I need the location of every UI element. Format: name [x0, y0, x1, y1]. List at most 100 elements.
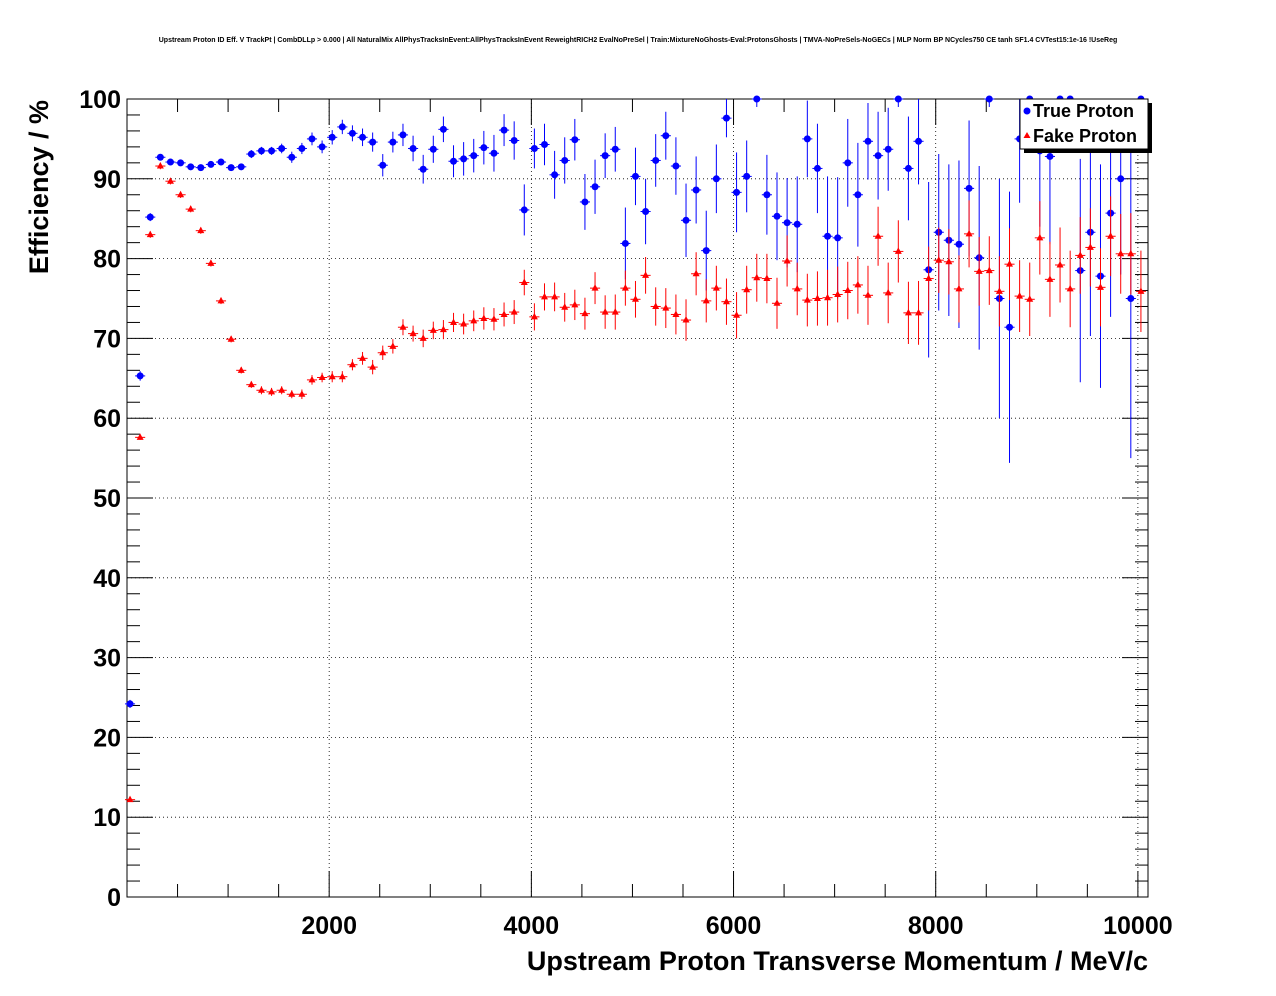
- fake-proton-point: [813, 294, 821, 301]
- fake-proton-point: [874, 232, 882, 239]
- true-proton-point: [915, 137, 923, 145]
- fake-proton-point: [1006, 260, 1014, 267]
- fake-proton-point: [217, 296, 225, 304]
- fake-proton-point: [308, 375, 316, 383]
- fake-proton-point: [682, 316, 690, 323]
- true-proton-point: [348, 129, 356, 137]
- fake-proton-point: [915, 308, 923, 316]
- fake-proton-point: [611, 308, 619, 315]
- fake-proton-point: [672, 310, 680, 317]
- fake-proton-point: [1107, 232, 1115, 239]
- fake-proton-point: [621, 284, 629, 291]
- true-proton-point: [753, 95, 761, 103]
- fake-proton-point: [642, 271, 650, 278]
- fake-proton-point: [146, 230, 154, 238]
- true-proton-point: [1006, 323, 1014, 331]
- true-proton-point: [601, 152, 609, 160]
- true-proton-point: [864, 137, 872, 145]
- legend-label-true-proton: True Proton: [1033, 101, 1134, 121]
- fake-proton-point: [197, 226, 205, 234]
- true-proton-point: [308, 135, 316, 143]
- fake-proton-point: [884, 288, 892, 296]
- true-proton-point: [460, 155, 468, 163]
- fake-proton-point: [379, 348, 387, 356]
- y-tick-label: 30: [93, 645, 121, 673]
- true-proton-point: [480, 144, 488, 152]
- true-proton-point: [429, 145, 437, 153]
- fake-proton-point: [763, 274, 771, 282]
- x-tick-label: 6000: [706, 912, 762, 940]
- true-proton-point: [773, 212, 781, 220]
- true-proton-point: [642, 208, 650, 216]
- y-tick-label: 0: [107, 884, 121, 912]
- true-proton-point: [530, 144, 538, 152]
- true-proton-point: [824, 232, 832, 240]
- true-proton-point: [581, 198, 589, 206]
- fake-proton-point: [1066, 284, 1074, 292]
- true-proton-point: [672, 162, 680, 170]
- fake-proton-point: [500, 310, 508, 317]
- fake-proton-point: [429, 326, 437, 333]
- fake-proton-point: [288, 390, 296, 397]
- true-proton-point: [702, 247, 710, 255]
- fake-proton-point: [237, 366, 245, 373]
- fake-proton-point: [348, 360, 356, 368]
- true-proton-point: [146, 213, 154, 221]
- fake-proton-point: [1137, 287, 1145, 294]
- fake-proton-point: [399, 323, 407, 330]
- true-proton-point: [268, 147, 276, 155]
- fake-proton-point: [561, 303, 569, 310]
- fake-proton-point: [227, 335, 235, 342]
- true-proton-point: [247, 150, 255, 158]
- fake-proton-point: [359, 354, 367, 361]
- true-proton-point: [369, 138, 377, 146]
- fake-proton-point: [470, 316, 478, 324]
- x-tick-label: 2000: [301, 912, 357, 940]
- fake-proton-point: [460, 320, 468, 327]
- fake-proton-point: [995, 287, 1003, 294]
- true-proton-point: [298, 144, 306, 152]
- fake-proton-point: [975, 267, 983, 274]
- fake-proton-point: [439, 325, 447, 333]
- fake-proton-point: [530, 312, 538, 320]
- true-proton-point: [177, 159, 185, 167]
- fake-proton-point: [773, 299, 781, 306]
- fake-proton-point: [156, 162, 164, 169]
- true-proton-point: [904, 164, 912, 172]
- fake-proton-point: [783, 256, 791, 264]
- fake-proton-point: [419, 334, 427, 341]
- fake-proton-point: [631, 295, 639, 302]
- fake-proton-point: [712, 284, 720, 291]
- legend-label-fake-proton: Fake Proton: [1033, 126, 1137, 146]
- fake-proton-point: [733, 311, 741, 318]
- true-proton-point: [187, 163, 195, 171]
- true-proton-point: [985, 95, 993, 103]
- true-proton-point: [551, 171, 559, 179]
- x-tick-labels: 2000 4000 6000 8000 10000: [301, 912, 1172, 940]
- chart-title: Upstream Proton ID Eff. V TrackPt | Comb…: [159, 37, 1118, 44]
- fake-proton-point: [136, 433, 144, 440]
- y-tick-label: 20: [93, 724, 121, 752]
- fake-proton-point: [864, 291, 872, 298]
- fake-proton-point: [1096, 283, 1104, 290]
- fake-proton-point: [935, 256, 943, 263]
- fake-proton-point: [338, 372, 346, 380]
- y-tick-label: 40: [93, 565, 121, 593]
- fake-proton-point: [571, 300, 579, 308]
- true-proton-point: [763, 191, 771, 199]
- true-proton-point: [318, 143, 326, 151]
- x-tick-label: 8000: [908, 912, 964, 940]
- legend-marker-fake-proton: [1023, 132, 1031, 138]
- fake-proton-point: [581, 309, 589, 317]
- true-proton-point: [631, 172, 639, 180]
- fake-proton-point: [1036, 233, 1044, 241]
- fake-proton-point: [510, 308, 518, 315]
- fake-proton-point: [450, 318, 458, 325]
- fake-proton-point: [925, 274, 933, 282]
- true-proton-point: [136, 372, 144, 380]
- fake-proton-point: [369, 363, 377, 370]
- true-proton-point: [540, 140, 548, 148]
- x-tick-label: 10000: [1103, 912, 1173, 940]
- fake-proton-point: [834, 290, 842, 298]
- fake-proton-point: [177, 190, 185, 198]
